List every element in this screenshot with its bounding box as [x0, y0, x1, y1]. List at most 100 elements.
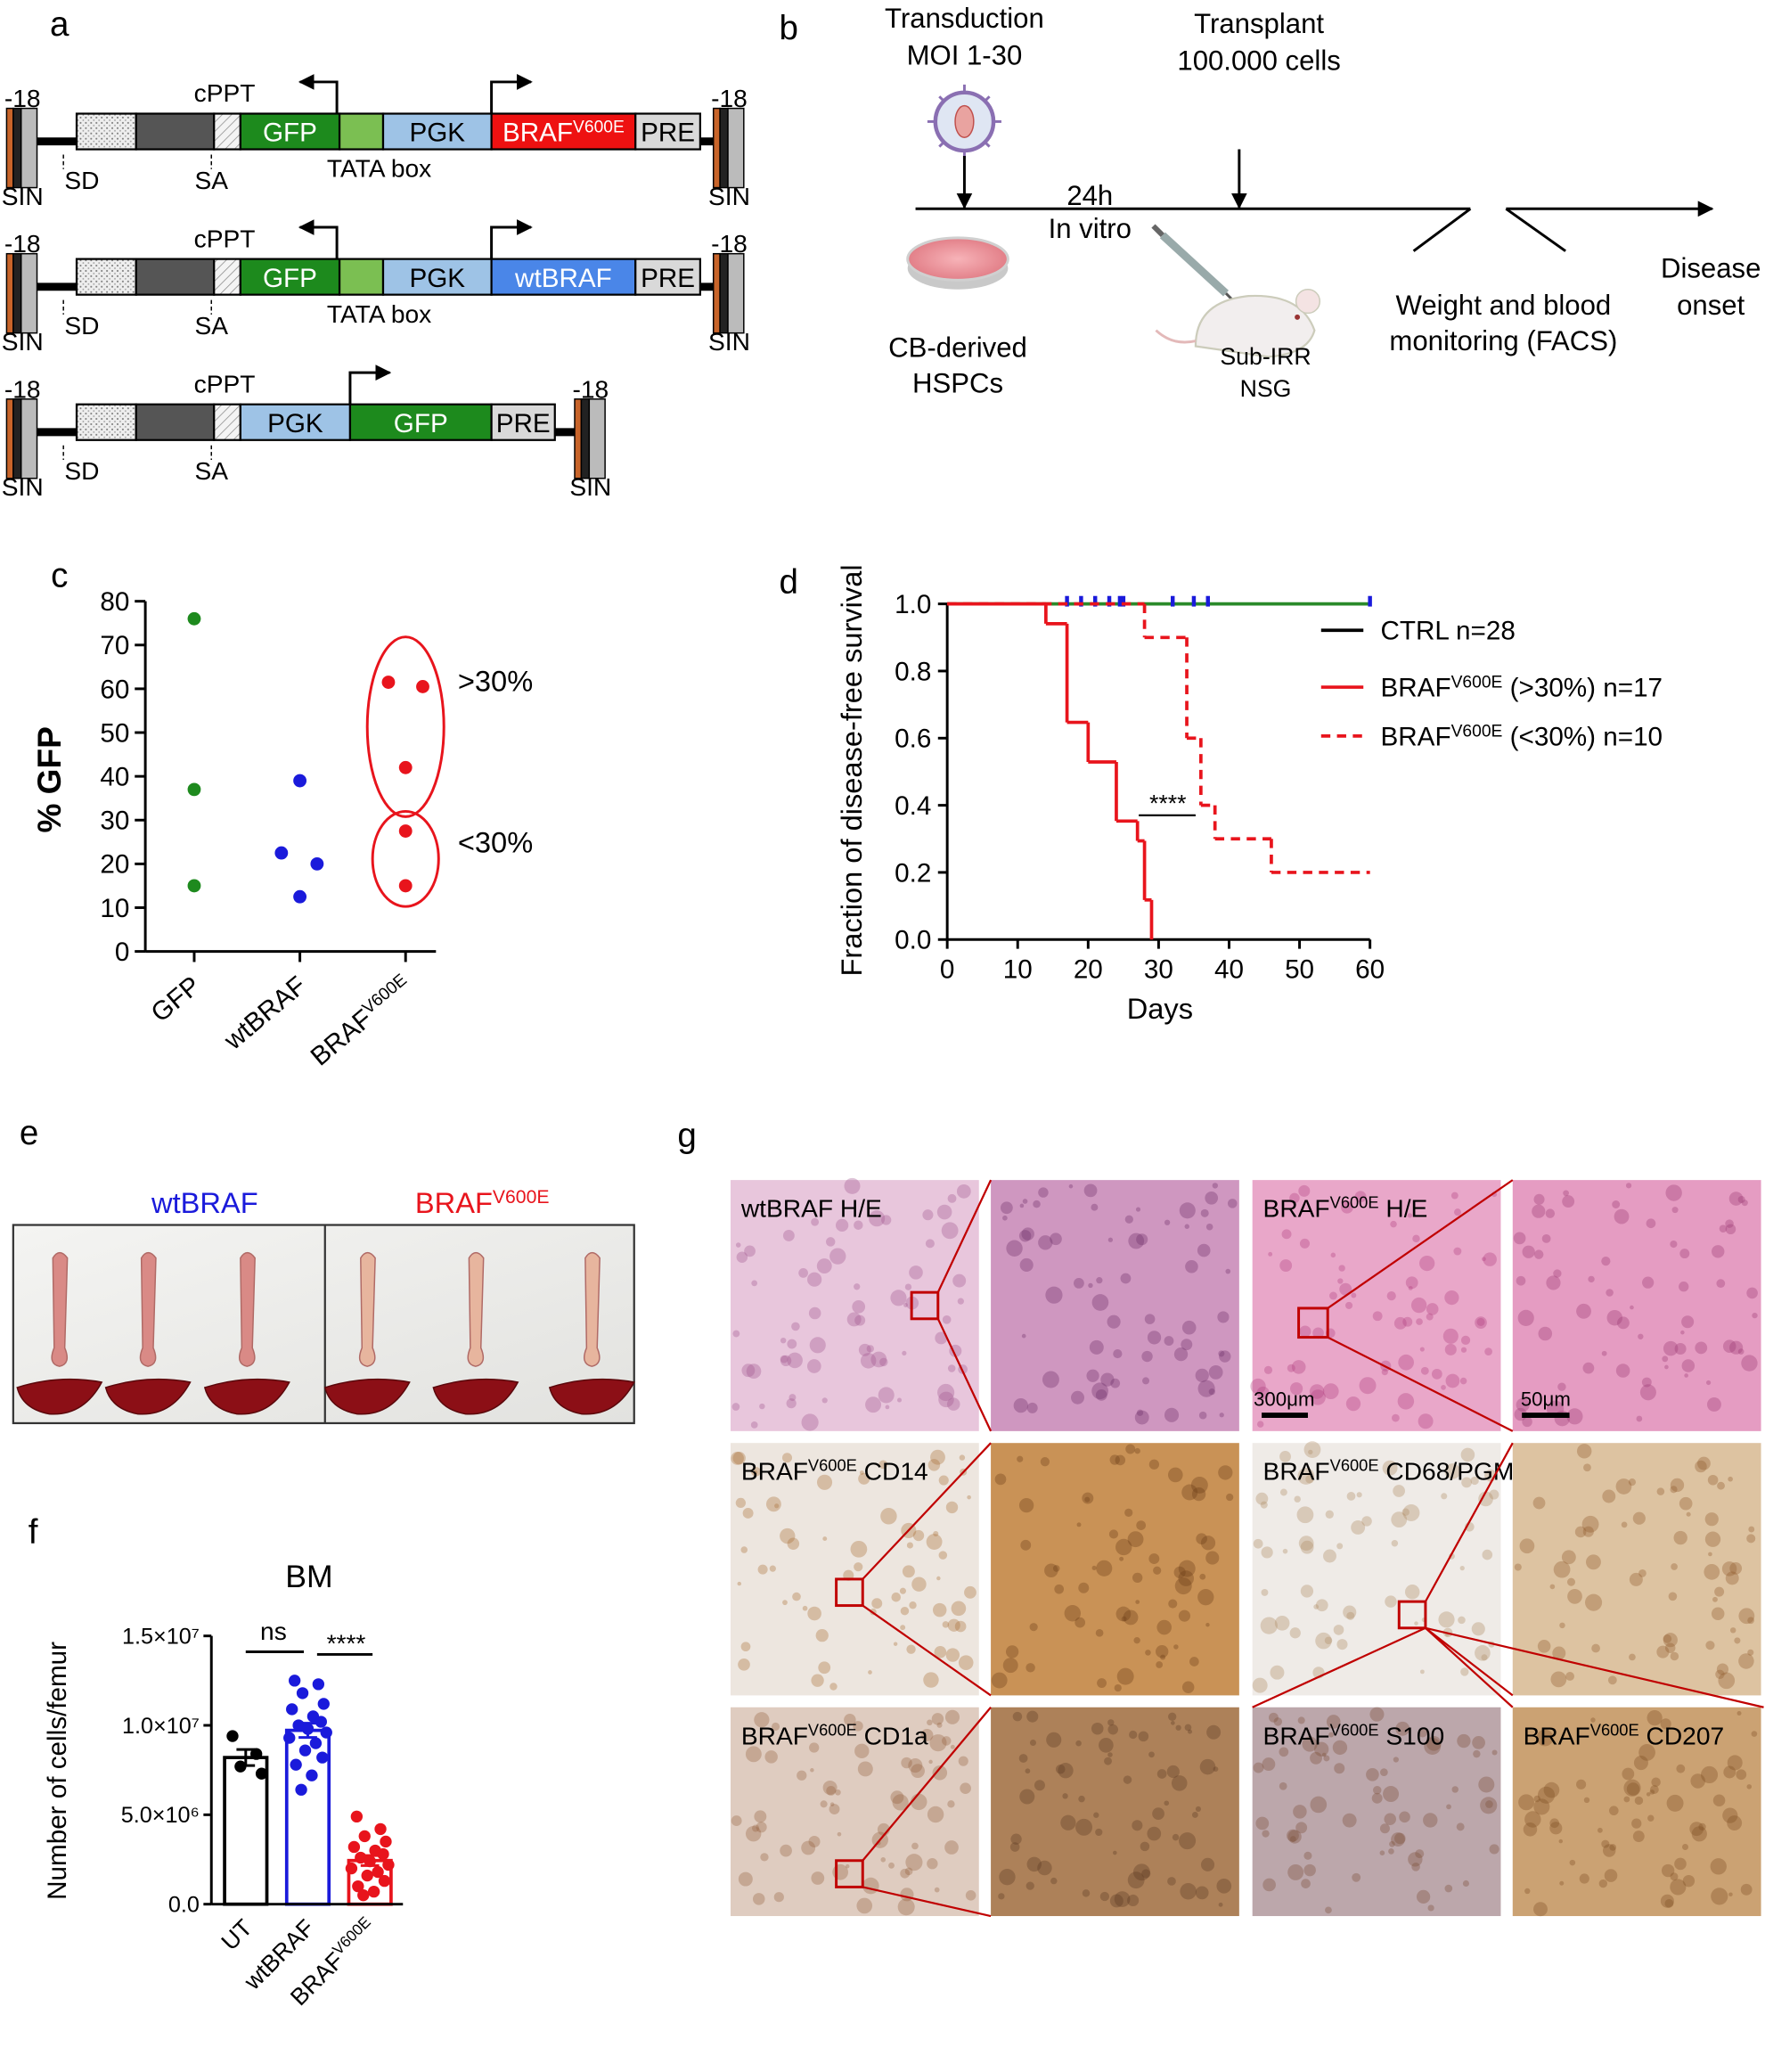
tissue-texture — [1411, 1863, 1420, 1871]
y-tick-label: 0.8 — [895, 657, 931, 686]
tissue-texture — [1691, 1826, 1707, 1842]
tissue-texture — [787, 1339, 797, 1349]
tissue-texture — [1712, 1794, 1726, 1807]
timeline — [1505, 208, 1566, 252]
tissue-texture — [1591, 1643, 1600, 1653]
tissue-texture — [1681, 1315, 1695, 1329]
tissue-texture — [1185, 1259, 1198, 1274]
tissue-texture — [1125, 1444, 1136, 1454]
tissue-texture — [1576, 1779, 1587, 1789]
tissue-texture — [881, 1215, 892, 1225]
element-label: PRE — [641, 119, 695, 148]
y-tick-label: 30 — [100, 807, 129, 836]
tissue-texture — [1485, 1800, 1493, 1808]
tissue-texture — [1171, 1775, 1188, 1791]
sin-label: SIN — [2, 327, 44, 356]
tissue-texture — [1148, 1459, 1160, 1470]
ltr-part — [20, 252, 38, 334]
tissue-texture — [1704, 1563, 1720, 1580]
ltr-part — [719, 252, 729, 334]
data-point — [380, 1835, 392, 1848]
tissue-texture — [1385, 1595, 1397, 1608]
legend-label-superscript: V600E — [1451, 673, 1503, 692]
tissue-texture — [1058, 1763, 1074, 1779]
tissue-texture — [1670, 1486, 1678, 1494]
femur — [358, 1251, 376, 1367]
histology-image — [730, 1443, 979, 1696]
tissue-texture — [736, 1251, 748, 1263]
tissue-texture — [1665, 1184, 1682, 1201]
tissue-texture — [1322, 1383, 1339, 1399]
tissue-texture — [1410, 1297, 1427, 1314]
tissue-texture — [1199, 1573, 1206, 1580]
tissue-texture — [1060, 1814, 1076, 1830]
stain-label-text: BRAF — [1524, 1721, 1590, 1749]
tissue-texture — [960, 1782, 971, 1795]
tissue-texture — [1453, 1208, 1461, 1216]
tissue-texture — [1471, 1622, 1485, 1636]
tissue-texture — [1359, 1377, 1377, 1395]
tissue-texture — [905, 1854, 923, 1871]
tissue-texture — [1289, 1627, 1301, 1639]
tissue-texture — [1746, 1784, 1753, 1789]
tissue-texture — [1407, 1213, 1413, 1218]
tissue-texture — [1064, 1605, 1082, 1622]
tissue-texture — [1026, 1856, 1042, 1872]
tissue-texture — [1639, 1384, 1656, 1401]
tissue-texture — [1022, 1199, 1028, 1204]
tissue-texture — [947, 1193, 957, 1203]
stain-label-text: BRAF — [1263, 1457, 1330, 1486]
element-label-text: PGK — [409, 264, 465, 293]
tissue-texture — [1071, 1390, 1084, 1405]
tissue-texture — [844, 1714, 856, 1726]
tissue-texture — [1475, 1645, 1491, 1661]
tissue-texture — [1345, 1396, 1361, 1412]
tissue-texture — [1110, 1378, 1121, 1388]
tissue-texture — [911, 1764, 925, 1779]
tissue-texture — [941, 1736, 952, 1746]
tissue-texture — [1188, 1729, 1193, 1734]
data-point — [377, 1847, 389, 1861]
chart-title: BM — [285, 1559, 332, 1594]
legend-label-text: BRAF — [1381, 673, 1451, 702]
vector-element — [75, 258, 137, 296]
vector-element — [490, 112, 637, 151]
tissue-texture — [1384, 1813, 1396, 1825]
tissue-texture — [1029, 1740, 1036, 1747]
tissue-texture — [1707, 1397, 1721, 1412]
cppt-label: cPPT — [194, 224, 256, 252]
tissue-texture — [932, 1602, 947, 1617]
tissue-texture — [900, 1625, 906, 1631]
tissue-texture — [1152, 1807, 1164, 1820]
femur — [467, 1251, 485, 1367]
tissue-texture — [1089, 1339, 1104, 1355]
stain-label: BRAFV600E CD68/PGM1 — [1263, 1455, 1528, 1486]
tissue-texture — [1097, 1678, 1107, 1688]
tissue-texture — [1489, 1489, 1499, 1500]
tissue-texture — [1113, 1850, 1117, 1855]
tissue-texture — [1612, 1200, 1621, 1208]
vector-element — [239, 403, 352, 441]
x-tick-label: 40 — [1214, 954, 1244, 984]
tissue-texture — [757, 1564, 768, 1575]
tissue-texture — [941, 1222, 959, 1240]
tissue-texture — [1040, 1457, 1050, 1467]
tissue-texture — [1326, 1715, 1341, 1729]
data-point — [382, 1858, 395, 1871]
tissue-texture — [1026, 1710, 1039, 1723]
tissue-texture — [1325, 1510, 1334, 1519]
data-point — [345, 1862, 358, 1875]
tissue-texture — [1147, 1826, 1162, 1841]
tissue-texture — [932, 1765, 948, 1781]
tissue-texture — [1418, 1413, 1434, 1429]
tissue-texture — [837, 1831, 842, 1837]
tissue-texture — [737, 1581, 742, 1586]
histology-tile: BRAFV600E CD1a — [730, 1707, 979, 1917]
histology-image — [1512, 1707, 1761, 1917]
tissue-texture — [1686, 1511, 1691, 1517]
tissue-texture — [869, 1210, 886, 1227]
tissue-texture — [1537, 1640, 1551, 1653]
culture-dish-icon — [906, 236, 1009, 290]
y-axis-label: % GFP — [30, 726, 68, 832]
tissue-texture — [1046, 1732, 1062, 1748]
